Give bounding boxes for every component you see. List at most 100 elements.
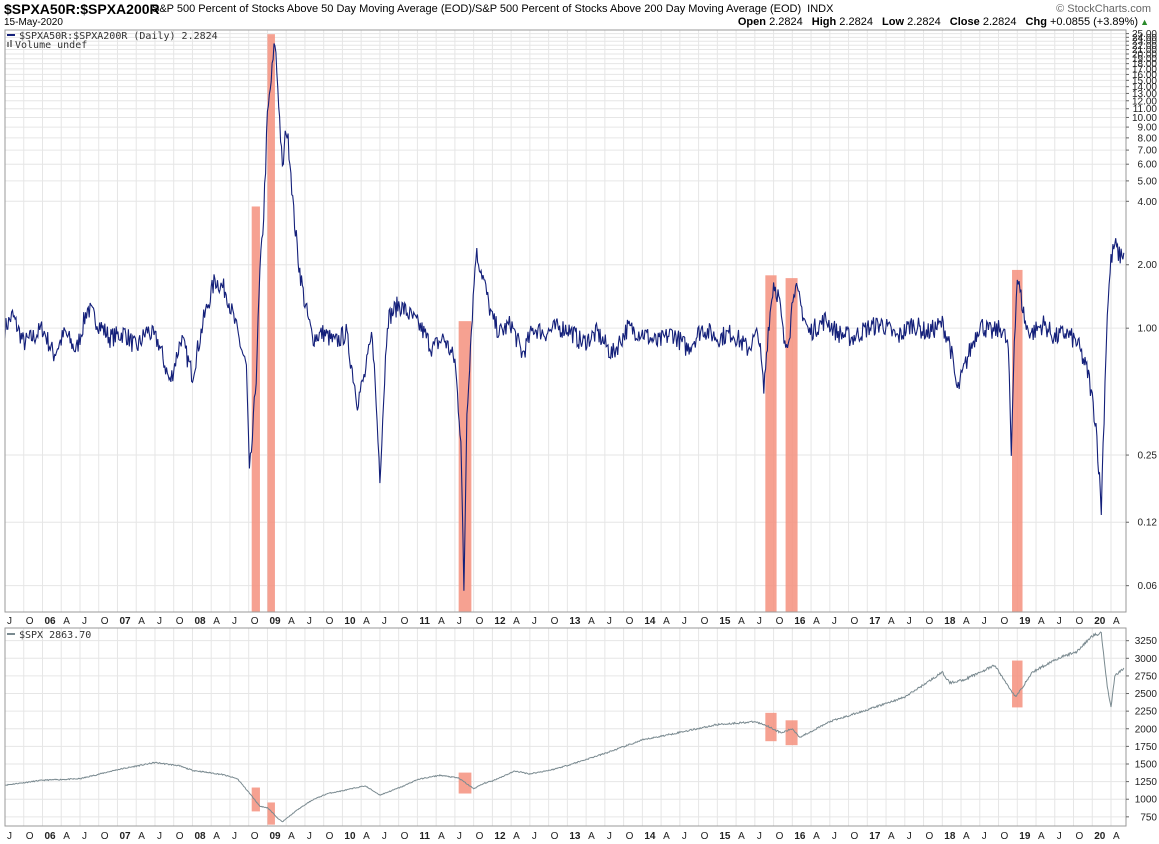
ticker-symbol: $SPXA50R:$SPXA200R: [4, 1, 160, 17]
y-tick-label: 13.00: [1132, 89, 1157, 100]
x-tick-label: O: [701, 616, 709, 627]
x-tick-label: A: [588, 831, 595, 842]
ratio-legend-swatch: [7, 34, 15, 36]
x-tick-label: 07: [119, 616, 131, 627]
x-tick-label: O: [701, 831, 709, 842]
x-tick-label: J: [157, 616, 162, 627]
highlight-band: [251, 787, 260, 812]
y-tick-label: 2500: [1135, 689, 1158, 700]
y-tick-label: 19.00: [1132, 54, 1157, 65]
brand-logo[interactable]: © StockCharts.com: [1056, 3, 1151, 15]
up-arrow-icon: ▲: [1140, 17, 1149, 27]
x-tick-label: J: [232, 831, 237, 842]
x-tick-label: 19: [1019, 831, 1031, 842]
x-tick-label: J: [7, 831, 12, 842]
y-tick-label: 12.00: [1132, 96, 1157, 107]
y-tick-label: 0.06: [1138, 581, 1158, 592]
x-tick-label: A: [213, 831, 220, 842]
x-tick-label: 19: [1019, 616, 1031, 627]
x-tick-label: A: [513, 616, 520, 627]
x-tick-label: 06: [44, 831, 56, 842]
bottom-legend: $SPX 2863.70: [7, 630, 91, 641]
x-tick-label: A: [63, 616, 70, 627]
x-tick-label: A: [213, 616, 220, 627]
x-tick-label: O: [1076, 831, 1084, 842]
y-tick-label: 18.00: [1132, 59, 1157, 70]
y-tick-label: 14.00: [1132, 82, 1157, 93]
x-tick-label: O: [101, 616, 109, 627]
x-tick-label: O: [251, 616, 259, 627]
spx-legend-swatch: [7, 633, 15, 635]
y-tick-label: 9.00: [1138, 123, 1158, 134]
top-x-axis: J O 06 A J O 07 A J O 08 A J O 09 A J O 10 A J O 11 A J O 12 A J O 13 A…: [7, 616, 1120, 627]
x-tick-label: A: [813, 831, 820, 842]
description-text: S&P 500 Percent of Stocks Above 50 Day M…: [152, 3, 802, 15]
x-tick-label: O: [551, 831, 559, 842]
low-value: 2.2824: [907, 16, 941, 28]
x-tick-label: O: [776, 831, 784, 842]
x-tick-label: O: [626, 831, 634, 842]
x-tick-label: O: [401, 616, 409, 627]
x-tick-label: A: [888, 831, 895, 842]
ticker-description: S&P 500 Percent of Stocks Above 50 Day M…: [152, 3, 833, 15]
x-tick-label: A: [63, 831, 70, 842]
x-tick-label: 13: [569, 831, 581, 842]
y-tick-label: 11.00: [1133, 104, 1158, 115]
y-tick-label: 8.00: [1138, 133, 1158, 144]
volume-icon-bar: [10, 40, 12, 47]
open-label: Open: [737, 16, 766, 28]
x-tick-label: A: [513, 831, 520, 842]
bottom-panel-grid: [4, 628, 1126, 826]
y-tick-label: 21.00: [1132, 45, 1157, 56]
x-tick-label: O: [176, 616, 184, 627]
x-tick-label: A: [1113, 616, 1120, 627]
x-tick-label: 16: [794, 616, 806, 627]
x-tick-label: 11: [419, 616, 430, 627]
x-tick-label: A: [888, 616, 895, 627]
highlight-band: [785, 278, 798, 612]
x-tick-label: J: [457, 831, 462, 842]
x-tick-label: O: [551, 616, 559, 627]
x-tick-label: O: [401, 831, 409, 842]
x-tick-label: O: [476, 616, 484, 627]
x-tick-label: A: [963, 831, 970, 842]
top-panel-frame: [4, 29, 1127, 613]
x-tick-label: J: [982, 616, 987, 627]
y-tick-label: 1.00: [1138, 324, 1158, 335]
y-tick-label: 2000: [1135, 724, 1158, 735]
x-tick-label: J: [7, 616, 12, 627]
x-tick-label: A: [813, 616, 820, 627]
x-tick-label: 08: [194, 616, 206, 627]
open-value: 2.2824: [769, 16, 803, 28]
x-tick-label: 06: [44, 616, 56, 627]
bottom-y-axis: 750 1000 1250 1500 1750 2000 2250 2500 2750 3000 3…: [1126, 636, 1157, 823]
x-tick-label: 11: [419, 831, 430, 842]
x-tick-label: J: [1057, 616, 1062, 627]
y-tick-label: 7.00: [1138, 146, 1158, 157]
bottom-panel-frame: [4, 627, 1127, 827]
highlight-band: [267, 34, 275, 613]
highlight-band: [1012, 660, 1023, 708]
highlight-band: [765, 275, 777, 612]
x-tick-label: 20: [1094, 831, 1106, 842]
x-tick-label: A: [438, 616, 445, 627]
y-tick-label: 1750: [1135, 742, 1158, 753]
x-tick-label: 15: [719, 831, 731, 842]
x-tick-label: A: [738, 831, 745, 842]
high-value: 2.2824: [839, 16, 873, 28]
x-tick-label: A: [1113, 831, 1120, 842]
close-value: 2.2824: [982, 16, 1017, 28]
y-tick-label: 3250: [1135, 636, 1158, 647]
x-tick-label: 12: [494, 831, 506, 842]
x-tick-label: A: [138, 616, 145, 627]
x-tick-label: 17: [869, 616, 881, 627]
low-label: Low: [882, 16, 905, 28]
x-tick-label: J: [757, 831, 762, 842]
x-tick-label: A: [963, 616, 970, 627]
x-tick-label: J: [832, 831, 837, 842]
x-tick-label: J: [232, 616, 237, 627]
top-legend: $SPXA50R:$SPXA200R (Daily) 2.2824 Volume…: [7, 31, 218, 51]
chg-value: +0.0855 (+3.89%): [1050, 16, 1139, 28]
bottom-x-axis: J O 06 A J O 07 A J O 08 A J O 09 A J O 10 A J O 11 A J O 12 A J O 13 A…: [7, 831, 1120, 842]
